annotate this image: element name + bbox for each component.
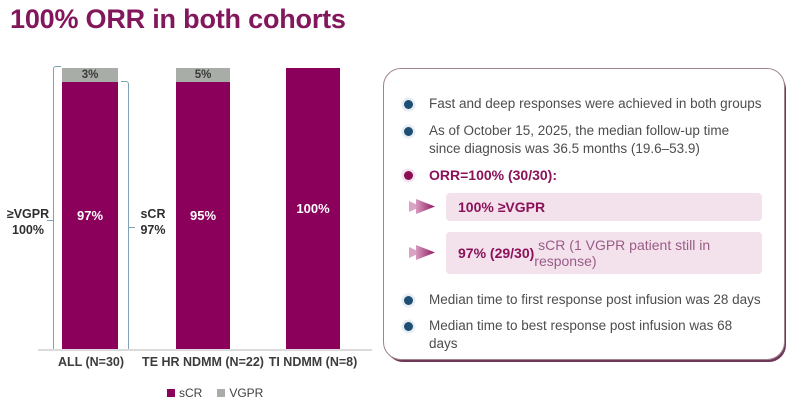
scr-segment: 95%	[176, 82, 230, 349]
vgpr-segment: 5%	[176, 68, 230, 83]
bullet-followup-time: As of October 15, 2025, the median follo…	[401, 122, 764, 158]
highlight-vgpr-box: 100% ≥VGPR	[446, 192, 762, 221]
bullet-fast-responses: Fast and deep responses were achieved in…	[401, 95, 764, 113]
vgpr-bracket-label-line2: 100%	[12, 223, 44, 237]
bar-all: 3% 97%	[62, 68, 118, 349]
scr-bracket	[121, 81, 135, 351]
vgpr-segment: 3%	[62, 68, 118, 83]
x-label-ti-ndmm: TI NDMM (N=8)	[268, 355, 358, 369]
scr-segment: 100%	[286, 68, 340, 349]
vgpr-value-label: 3%	[81, 69, 99, 82]
highlight-text-bold: 97% (29/30)	[458, 244, 535, 261]
double-arrow-icon	[409, 199, 435, 215]
bullet-dot-icon	[404, 295, 413, 305]
orr-bar-chart: ≥VGPR 100% sCR 97% 3% 97% 5% 95%	[0, 0, 395, 408]
bullet-orr: ORR=100% (30/30):	[401, 166, 764, 184]
x-axis-line	[38, 349, 372, 351]
summary-panel: Fast and deep responses were achieved in…	[383, 68, 785, 360]
bar-ti-ndmm: 100%	[286, 68, 340, 349]
scr-value-label: 100%	[296, 201, 330, 216]
scr-bracket-label: sCR 97%	[132, 206, 174, 238]
scr-swatch-icon	[167, 389, 175, 397]
legend-label-scr: sCR	[179, 386, 203, 400]
legend-label-vgpr: VGPR	[229, 386, 264, 400]
highlight-scr-box: 97% (29/30) sCR (1 VGPR patient still in…	[446, 231, 762, 274]
chart-legend: sCR VGPR	[167, 386, 263, 400]
bullet-text: As of October 15, 2025, the median follo…	[429, 122, 730, 156]
x-label-all: ALL (N=30)	[57, 355, 125, 369]
highlight-text-bold: 100% ≥VGPR	[458, 198, 546, 215]
bullet-dot-icon	[404, 100, 413, 109]
bullet-best-response: Median time to best response post infusi…	[401, 317, 764, 353]
bullet-dot-icon	[404, 171, 413, 181]
double-arrow-icon	[409, 245, 435, 261]
scr-value-label: 95%	[189, 208, 217, 224]
bullet-text: Median time to best response post infusi…	[429, 317, 733, 351]
highlight-text-rest: sCR (1 VGPR patient still in response)	[534, 236, 715, 269]
vgpr-swatch-icon	[217, 389, 226, 397]
page-title: 100% ORR in both cohorts	[10, 4, 346, 34]
scr-value-label: 97%	[76, 208, 104, 224]
vgpr-bracket-label-line1: ≥VGPR	[6, 207, 50, 221]
scr-bracket-label-line2: 97%	[140, 223, 166, 237]
legend-item-scr: sCR	[167, 386, 202, 400]
bullet-text: Median time to first response post infus…	[429, 291, 761, 307]
bullet-text: ORR=100% (30/30):	[429, 167, 558, 184]
scr-segment: 97%	[62, 82, 118, 349]
legend-item-vgpr: VGPR	[217, 386, 263, 400]
scr-bracket-label-line1: sCR	[140, 207, 166, 221]
vgpr-value-label: 5%	[194, 69, 212, 82]
bullet-dot-icon	[404, 321, 413, 331]
bar-te-hr-ndmm: 5% 95%	[176, 68, 230, 349]
highlight-vgpr-row: 100% ≥VGPR	[401, 192, 764, 221]
highlight-scr-row: 97% (29/30) sCR (1 VGPR patient still in…	[401, 231, 764, 274]
bullet-text: Fast and deep responses were achieved in…	[429, 96, 762, 111]
vgpr-bracket-label: ≥VGPR 100%	[2, 206, 54, 238]
x-label-te-hr-ndmm: TE HR NDMM (N=22)	[142, 355, 264, 369]
bullet-first-response: Median time to first response post infus…	[401, 291, 764, 309]
bullet-dot-icon	[404, 126, 413, 136]
vgpr-bracket	[47, 66, 61, 351]
